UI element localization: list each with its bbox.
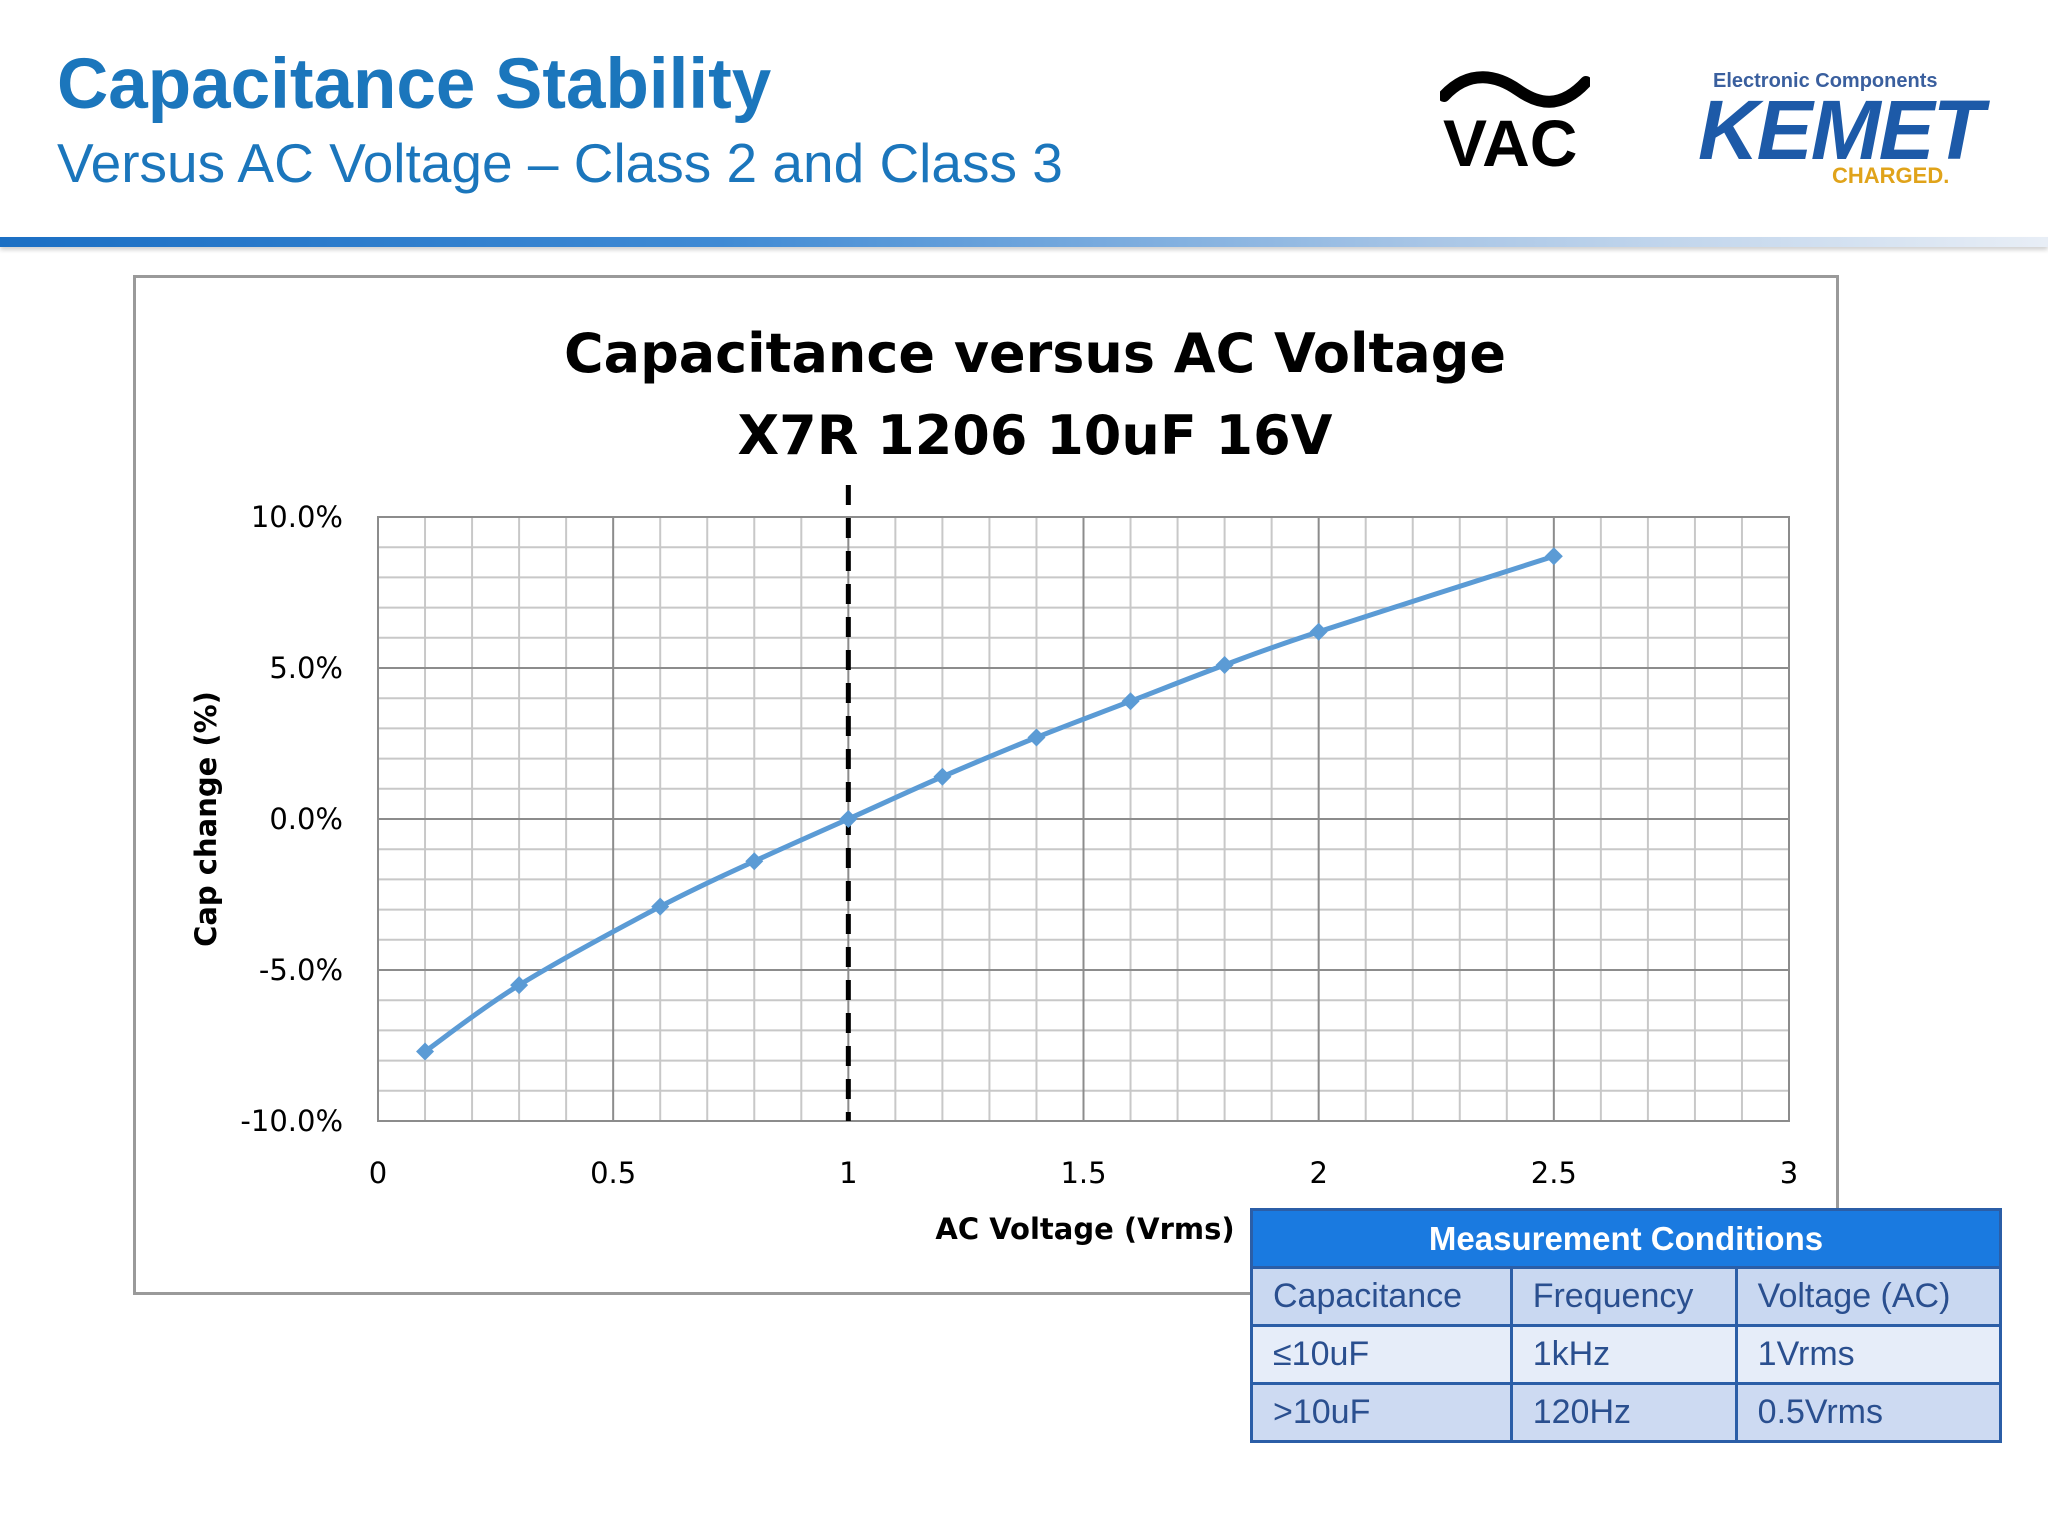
chart-title: X7R 1206 10uF 16V [738,404,1333,467]
page-subtitle: Versus AC Voltage – Class 2 and Class 3 [57,132,1063,194]
column-header: Capacitance [1250,1266,1513,1327]
measurement-conditions-table: Measurement Conditions Capacitance Frequ… [1250,1208,2003,1443]
data-point [416,1042,435,1061]
y-tick-label: 5.0% [269,651,343,685]
y-tick-label: 0.0% [269,802,343,836]
ac-wave-icon [1440,71,1590,108]
page-title: Capacitance Stability [57,45,772,124]
table-cell: 0.5Vrms [1734,1382,2003,1443]
data-point [1121,692,1140,711]
table-row: ≤10uF 1kHz 1Vrms [1250,1324,2003,1385]
kemet-tagline: Electronic Components [1713,70,1938,92]
x-axis-label: AC Voltage (Vrms) [935,1212,1234,1246]
table-row: >10uF 120Hz 0.5Vrms [1250,1382,2003,1443]
chart-title: Capacitance versus AC Voltage [564,322,1506,385]
table-cell: ≤10uF [1250,1324,1513,1385]
data-point [745,852,764,871]
measurement-table-title: Measurement Conditions [1250,1208,2002,1269]
y-tick-label: 10.0% [251,500,343,534]
x-tick-label: 2.5 [1531,1156,1577,1190]
data-point [1215,655,1234,674]
data-point [1027,728,1046,747]
column-header: Frequency [1509,1266,1738,1327]
data-point [839,810,858,828]
data-point [510,976,529,995]
table-cell: 1Vrms [1734,1324,2003,1385]
table-cell: 120Hz [1509,1382,1738,1443]
x-tick-label: 1.5 [1060,1156,1106,1190]
y-axis-label: Cap change (%) [189,691,223,947]
plot-border [377,516,1790,1122]
table-cell: 1kHz [1509,1324,1738,1385]
kemet-logo: KEMET [1698,83,1984,177]
x-tick-label: 0.5 [590,1156,636,1190]
y-tick-label: -10.0% [240,1104,343,1138]
y-tick-label: -5.0% [259,953,343,987]
kemet-charged-text: CHARGED. [1832,163,1950,188]
data-point [1544,547,1563,566]
data-point [1309,622,1328,641]
data-point [933,767,952,786]
table-row: Capacitance Frequency Voltage (AC) [1250,1266,2003,1327]
table-cell: >10uF [1250,1382,1513,1443]
x-tick-label: 3 [1780,1156,1798,1190]
x-tick-label: 0 [369,1156,387,1190]
header-divider [0,237,2048,247]
data-point [651,897,670,916]
x-tick-label: 2 [1309,1156,1327,1190]
vac-logo-text: VAC [1443,106,1578,180]
column-header: Voltage (AC) [1734,1266,2003,1327]
x-tick-label: 1 [839,1156,857,1190]
